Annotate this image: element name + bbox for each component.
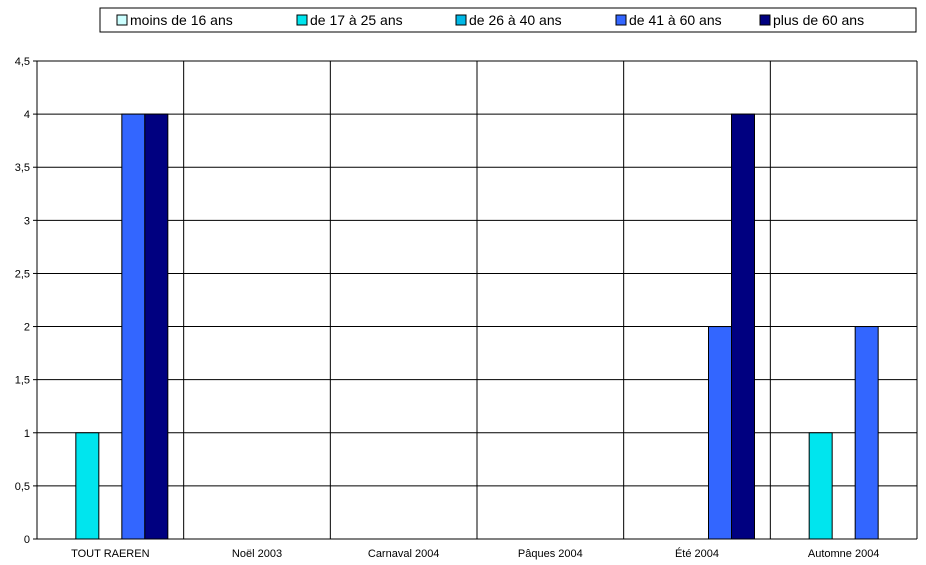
y-tick-label: 3 xyxy=(24,215,30,227)
y-tick-label: 3,5 xyxy=(15,162,30,174)
x-tick-label: Été 2004 xyxy=(675,547,719,560)
legend-label: de 17 à 25 ans xyxy=(310,12,403,28)
legend-swatch xyxy=(615,14,627,26)
legend: moins de 16 ans de 17 à 25 ans de 26 à 40 … xyxy=(99,7,917,33)
legend-label: plus de 60 ans xyxy=(773,12,864,28)
legend-label: de 26 à 40 ans xyxy=(469,12,562,28)
x-tick-label: Pâques 2004 xyxy=(518,548,583,560)
bar xyxy=(854,326,879,540)
y-tick-label: 0,5 xyxy=(15,481,30,493)
bar xyxy=(121,113,146,540)
x-tick-label: TOUT RAEREN xyxy=(71,548,149,560)
plot-area: 0 0,5 1 1,5 2 2,5 3 3,5 4 4,5 TOUT RAEREN Noël 2003… xyxy=(15,56,918,560)
legend-swatch xyxy=(455,14,467,26)
bar xyxy=(731,113,755,540)
x-tick-label: Carnaval 2004 xyxy=(368,548,440,560)
y-tick-label: 0 xyxy=(24,534,30,546)
y-tick-label: 2,5 xyxy=(15,268,30,280)
bar xyxy=(75,432,100,540)
y-tick-label: 1 xyxy=(24,428,30,440)
legend-swatch xyxy=(296,14,308,26)
x-tick-label: Automne 2004 xyxy=(808,548,880,560)
legend-label: moins de 16 ans xyxy=(130,12,233,28)
y-tick-label: 1,5 xyxy=(15,375,30,387)
legend-swatch xyxy=(759,14,771,26)
legend-box xyxy=(99,7,917,33)
bar xyxy=(144,113,169,540)
y-tick-label: 4 xyxy=(24,109,30,121)
legend-swatch xyxy=(116,14,128,26)
bar xyxy=(808,432,833,540)
legend-label: de 41 à 60 ans xyxy=(629,12,722,28)
x-tick-label: Noël 2003 xyxy=(232,548,282,560)
bar xyxy=(708,326,732,540)
y-tick-label: 4,5 xyxy=(15,56,30,68)
y-tick-label: 2 xyxy=(24,322,30,334)
